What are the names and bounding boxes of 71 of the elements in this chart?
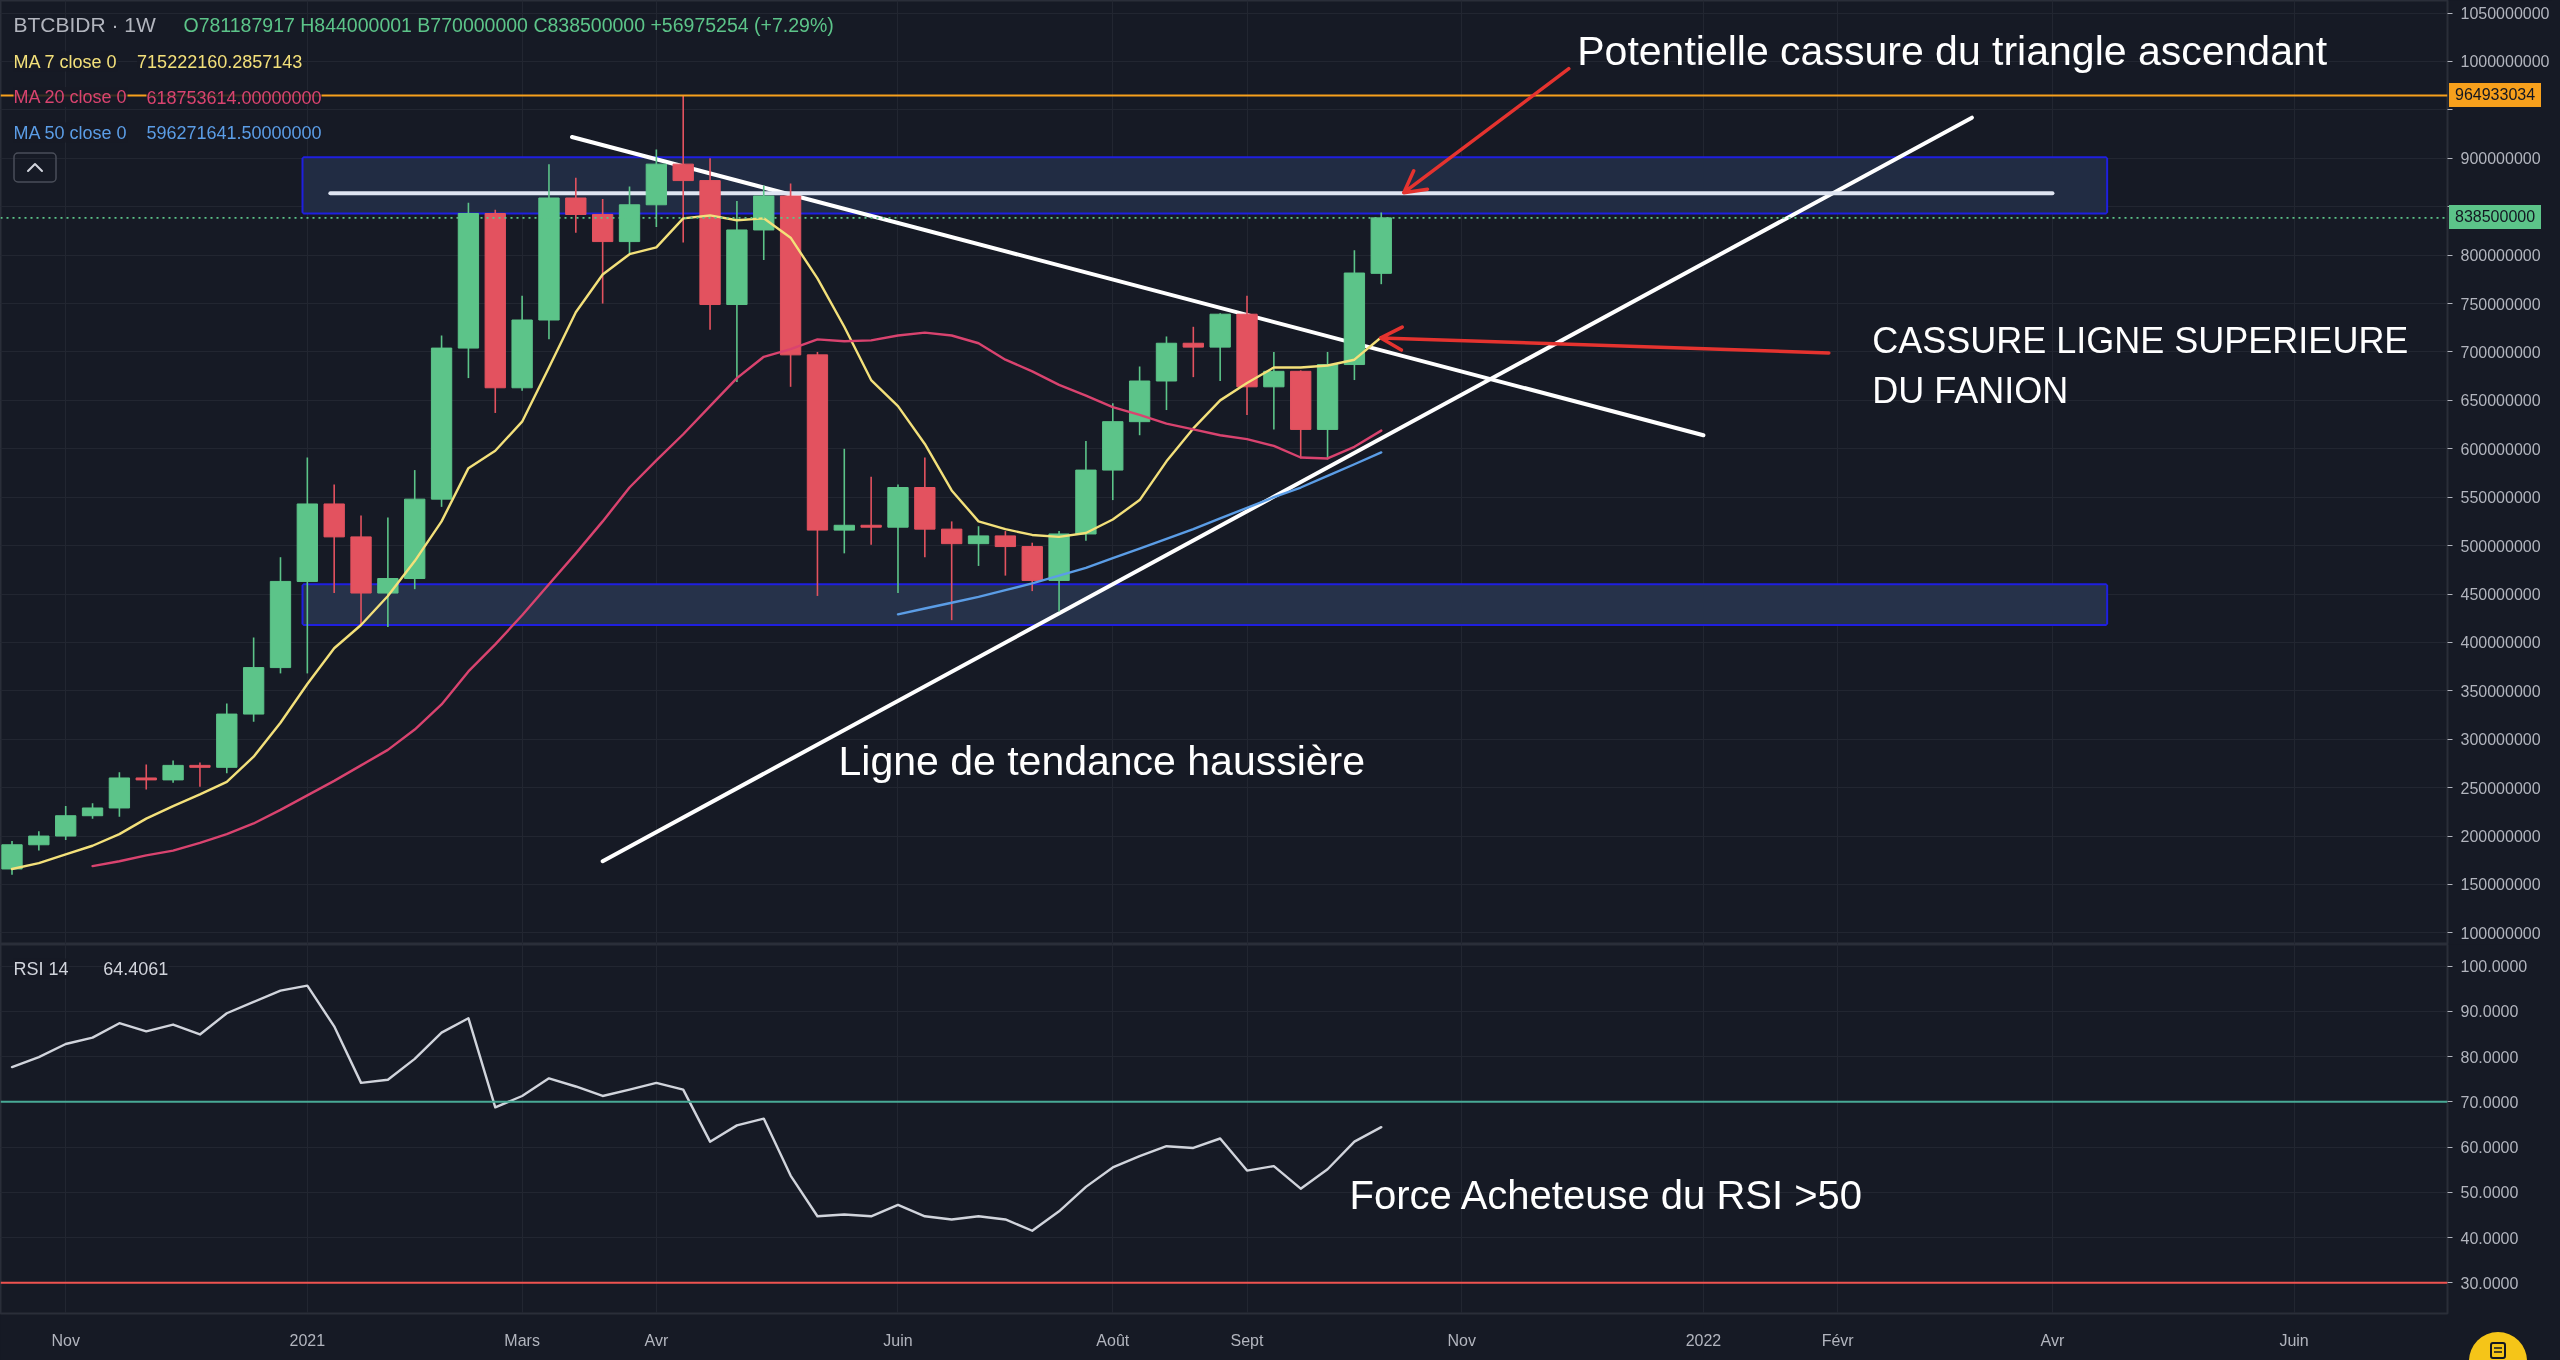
x-tick-label: Mars [504, 1331, 540, 1349]
y-tick-label: 40.0000 [2460, 1229, 2519, 1247]
candlestick [672, 94, 694, 244]
x-tick-label: Nov [51, 1331, 80, 1349]
y-tick-label: 550000000 [2460, 489, 2541, 507]
candlestick [55, 805, 77, 841]
y-tick-label: 450000000 [2460, 586, 2541, 604]
candlestick [967, 525, 990, 567]
text: MA 7 close 0 [13, 51, 117, 72]
y-tick-label: 100.0000 [2460, 958, 2528, 976]
y-tick-label: 400000000 [2460, 634, 2541, 652]
y-tick-label: 500000000 [2460, 537, 2541, 555]
candlestick [1263, 351, 1285, 431]
y-tick-label: 150000000 [2460, 876, 2541, 894]
y-tick-label: 1050000000 [2460, 5, 2550, 23]
y-tick-label: 30.0000 [2460, 1274, 2519, 1292]
y-tick-label: 750000000 [2460, 295, 2541, 313]
x-tick-label: Nov [1447, 1331, 1477, 1349]
x-tick-label: 2021 [289, 1331, 326, 1349]
y-tick-label: 200000000 [2460, 828, 2541, 846]
y-tick-label: 900000000 [2460, 150, 2541, 168]
ref-line-label: 964933034 [2449, 82, 2542, 107]
candlestick [833, 447, 855, 555]
text: MA 20 close 0 [13, 87, 127, 107]
annotation: 715222160.2857143 [137, 52, 303, 72]
candlestick [162, 759, 184, 784]
y-tick-label: 800000000 [2460, 247, 2541, 265]
y-tick-label: 300000000 [2460, 731, 2541, 749]
y-tick-label: 70.0000 [2460, 1093, 2519, 1111]
y-tick-label: 700000000 [2460, 343, 2541, 361]
y-tick-label: 60.0000 [2460, 1139, 2519, 1157]
y-tick-label: 350000000 [2460, 682, 2541, 700]
x-tick-label: Avr [2040, 1331, 2065, 1349]
y-tick-label: 600000000 [2460, 440, 2541, 458]
line-series [91, 331, 1383, 868]
y-tick-label: 80.0000 [2460, 1048, 2519, 1066]
annotation: 64.4061 [103, 959, 169, 979]
candlestick [1182, 325, 1204, 378]
x-tick-label: Avr [644, 1331, 669, 1349]
y-tick-label: 100000000 [2460, 924, 2541, 942]
text: O781187917 H844000001 B770000000 C838500000 +56975254 (+7.29%) [183, 13, 834, 36]
candlestick [189, 761, 211, 788]
x-tick-label: 2022 [1685, 1331, 1722, 1349]
annotation: CASSURE LIGNE SUPERIEURE DU FANION [1872, 320, 2409, 411]
y-tick-label: 250000000 [2460, 779, 2541, 797]
text: MA 50 close 0 [13, 122, 127, 143]
y-tick-label: 1000000000 [2460, 53, 2550, 71]
ref-line-label: 838500000 [2449, 205, 2542, 230]
annotation: 596271641.50000000 [146, 123, 322, 143]
x-tick-label: Août [1096, 1331, 1130, 1349]
annotation: Potentielle cassure du triangle ascendant [1577, 28, 2328, 75]
annotation: Force Acheteuse du RSI >50 [1349, 1172, 1863, 1217]
x-tick-label: Juin [883, 1331, 913, 1349]
text: RSI 14 [13, 958, 69, 979]
candlestick [994, 530, 1017, 577]
x-tick-label: Févr [1821, 1331, 1855, 1349]
candlestick [565, 176, 587, 234]
y-tick-label: 50.0000 [2460, 1184, 2519, 1202]
x-tick-label: Sept [1230, 1331, 1265, 1349]
y-tick-label: 90.0000 [2460, 1003, 2519, 1021]
text: BTCBIDR · 1W [13, 13, 157, 36]
annotation: Ligne de tendance haussière [838, 737, 1366, 784]
candlestick [860, 476, 882, 546]
candlestick [28, 830, 50, 852]
line-series [896, 451, 1383, 616]
annotation: 618753614.00000000 [146, 87, 322, 108]
candlestick [941, 520, 963, 621]
candlestick [377, 516, 399, 628]
candlestick [135, 763, 157, 791]
x-tick-label: Juin [2279, 1331, 2309, 1349]
y-tick-label: 650000000 [2460, 392, 2541, 410]
